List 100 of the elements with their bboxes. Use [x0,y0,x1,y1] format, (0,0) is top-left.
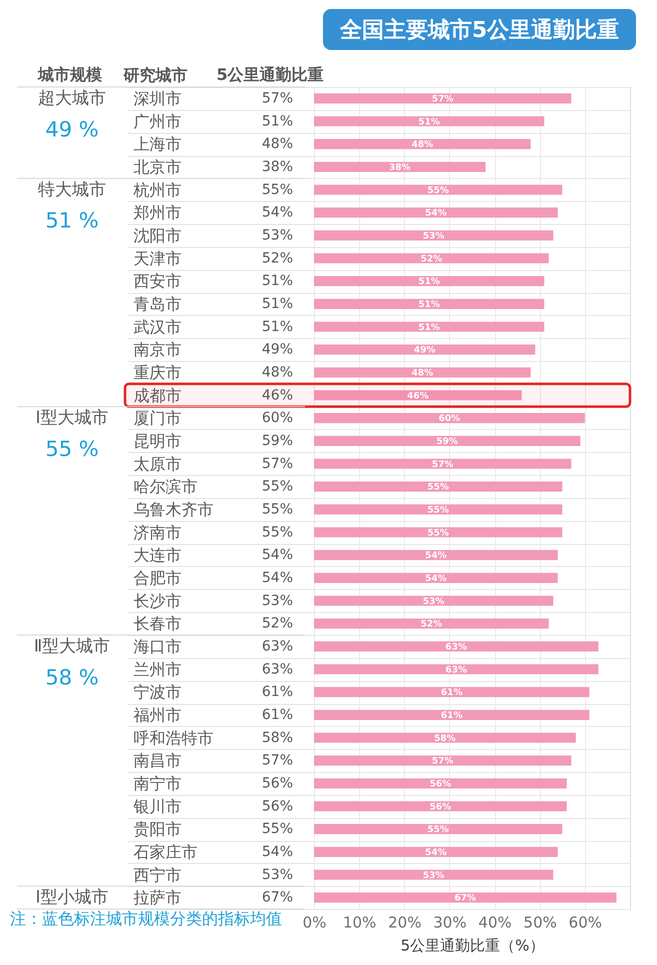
y-tick-label: 海口市 [134,636,182,656]
y-tick-label: 昆明市 [134,431,182,450]
text: 51% [418,300,440,310]
y-axis-title: 研究城市 [122,66,188,84]
y-tick-label: 武汉市 [134,317,182,336]
y-tick-label: 宁波市 [134,682,182,702]
text: Ⅱ型大城市 [34,636,110,656]
text: 超大城市 [38,88,106,108]
text: 63% [445,665,467,676]
y-tick-label: 拉萨市 [134,888,182,908]
text: 57% [432,94,454,104]
y-tick-label: 合肥市 [134,568,182,588]
text: 55% [427,528,449,538]
y-tick-label: 天津市 [134,248,182,268]
data-label: 53% [262,866,293,883]
x-tick-label: 50% [524,914,557,932]
text: 55% [427,186,449,196]
x-axis-title: 5公里通勤比重（%） [400,936,544,954]
y-tick-label: 长沙市 [134,591,182,610]
bar [314,687,590,698]
text: 5公里通勤比重 [216,65,324,84]
bar [314,322,544,332]
y-tick-label: 南京市 [134,340,182,360]
text: 53% [422,870,444,881]
y-tick-label: 乌鲁木齐市 [134,500,214,519]
text: 38% [389,162,411,173]
x-tick-label: 40% [478,914,512,932]
bar [314,253,549,264]
data-label: 59% [262,432,293,449]
text: 55% [427,505,449,516]
data-label: 52% [262,250,293,266]
text: 54% [425,551,447,562]
text: 56% [430,779,452,790]
data-label: 46% [262,387,293,404]
bar [314,732,576,743]
y-tick-label: 深圳市 [134,88,182,108]
bar [314,756,572,766]
y-tick-label: 哈尔滨市 [134,477,198,496]
data-label: 58% [262,730,293,746]
text: 46% [407,391,429,402]
bar [314,892,616,903]
bar [314,641,598,652]
text: 53% [422,231,444,242]
bar [314,664,598,674]
text: 51% [418,322,440,333]
data-label: 56% [262,798,293,814]
y-tick-label: 杭州市 [132,180,182,200]
text: 58 % [45,665,99,690]
data-label: 49% [262,342,293,358]
bar [314,390,522,400]
bar [314,298,544,309]
bar [314,482,562,492]
bar [314,824,562,834]
chart-title: 全国主要城市5公里通勤比重 [323,9,636,50]
data-label: 54% [262,844,293,860]
bar [314,93,572,104]
bar [314,116,544,126]
text: 特大城市 [38,180,106,200]
text: 58% [434,734,456,744]
y-tick-label: 石家庄市 [134,842,198,862]
text: 注：蓝色标注城市规模分类的指标均值 [10,909,282,928]
data-label: 51% [262,273,293,290]
bar [314,710,590,720]
data-label: 48% [262,364,293,380]
text: Ⅰ型小城市 [35,888,109,908]
y-tick-label: 重庆市 [134,362,182,382]
text: 55 % [45,436,99,461]
data-label: 51% [262,113,293,130]
bar [314,778,567,788]
bar [314,367,531,378]
text: 61% [440,710,462,721]
x-tick-label: 20% [388,914,422,932]
data-label: 51% [262,296,293,312]
bar [314,504,562,514]
data-label: 55% [262,182,293,198]
data-label: 52% [262,616,293,632]
bar [314,230,554,240]
bar [314,184,562,195]
bar [314,572,558,583]
text: 59% [436,436,458,447]
data-label: 55% [262,501,293,518]
y-tick-label: 北京市 [134,157,182,176]
y-tick-label: 厦门市 [134,408,182,428]
text: 63% [445,642,467,652]
data-label: 54% [262,570,293,586]
x-tick-label: 60% [568,914,602,932]
x-tick-label: 10% [342,914,376,932]
bar [314,846,558,857]
data-label: 63% [262,661,293,678]
bar [314,413,585,424]
y-tick-label: 郑州市 [134,203,182,222]
bar [314,527,562,538]
data-label: 63% [262,638,293,654]
data-label: 48% [262,136,293,152]
data-label: 54% [262,204,293,221]
text: 61% [440,688,462,698]
text: 55% [427,825,449,836]
y-tick-label: 兰州市 [134,660,182,679]
y-tick-label: 太原市 [134,454,182,474]
data-label: 55% [262,524,293,540]
